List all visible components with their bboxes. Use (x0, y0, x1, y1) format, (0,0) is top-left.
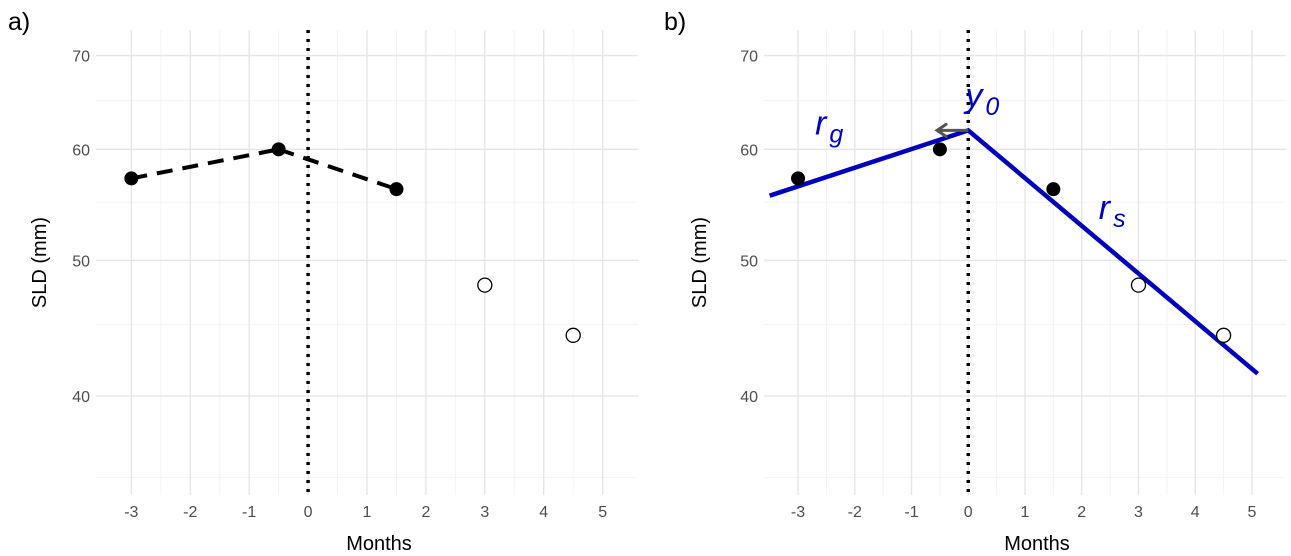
y-tick-label: 40 (72, 389, 90, 406)
x-tick-label: -1 (242, 504, 256, 521)
censored-point (1130, 277, 1147, 293)
observed-point (791, 171, 806, 186)
arrow-head (934, 122, 948, 138)
x-tick-label: 3 (480, 504, 489, 521)
x-tick-label: -1 (904, 504, 918, 521)
x-tick-label: -2 (183, 504, 197, 521)
x-axis-title: Months (1004, 533, 1070, 555)
panel-label: a) (8, 8, 30, 36)
censored-point (565, 327, 581, 343)
censored-point (1215, 327, 1232, 343)
x-tick-label: 5 (1248, 504, 1257, 521)
observed-point (271, 142, 286, 157)
x-tick-label: 1 (1021, 504, 1030, 521)
x-tick-label: 5 (598, 504, 607, 521)
x-axis-title: Months (346, 533, 412, 555)
x-tick-label: 2 (421, 504, 430, 521)
panel-a: a) -3 -2 -1 0 1 2 3 4 5 40 50 60 70 Months SLD (mm) (8, 8, 638, 555)
dashed-segment (130, 147, 280, 181)
y-axis-title: SLD (mm) (29, 217, 51, 308)
censored-point (477, 277, 493, 293)
y-tick-label: 60 (740, 142, 758, 159)
x-tick-label: 4 (539, 504, 548, 521)
x-tick-label: 0 (304, 504, 313, 521)
x-tick-label: 4 (1191, 504, 1200, 521)
x-tick-label: -2 (848, 504, 862, 521)
observed-point (1046, 182, 1061, 197)
fit-line (768, 127, 1260, 376)
grid (96, 30, 638, 495)
y-tick-label: 70 (740, 49, 758, 66)
dashed-segment (277, 147, 398, 192)
y-axis-title: SLD (mm) (689, 217, 711, 308)
x-tick-label: 1 (363, 504, 372, 521)
grid (764, 30, 1286, 495)
observed-point (932, 142, 947, 157)
y-tick-label: 70 (72, 49, 90, 66)
x-tick-label: 2 (1077, 504, 1086, 521)
panel-label: b) (664, 8, 686, 36)
y-tick-label: 50 (740, 253, 758, 270)
panel-b: b) -3 -2 -1 0 1 2 3 4 5 40 50 60 70 Months SLD (mm) r g y 0… (664, 8, 1286, 555)
y-tick-label: 60 (72, 142, 90, 159)
x-tick-label: 3 (1134, 504, 1143, 521)
x-tick-label: -3 (791, 504, 805, 521)
y-tick-label: 50 (72, 253, 90, 270)
observed-point (124, 171, 139, 186)
x-tick-label: 0 (964, 504, 973, 521)
x-tick-label: -3 (124, 504, 138, 521)
y-tick-label: 40 (740, 389, 758, 406)
observed-point (389, 182, 404, 197)
